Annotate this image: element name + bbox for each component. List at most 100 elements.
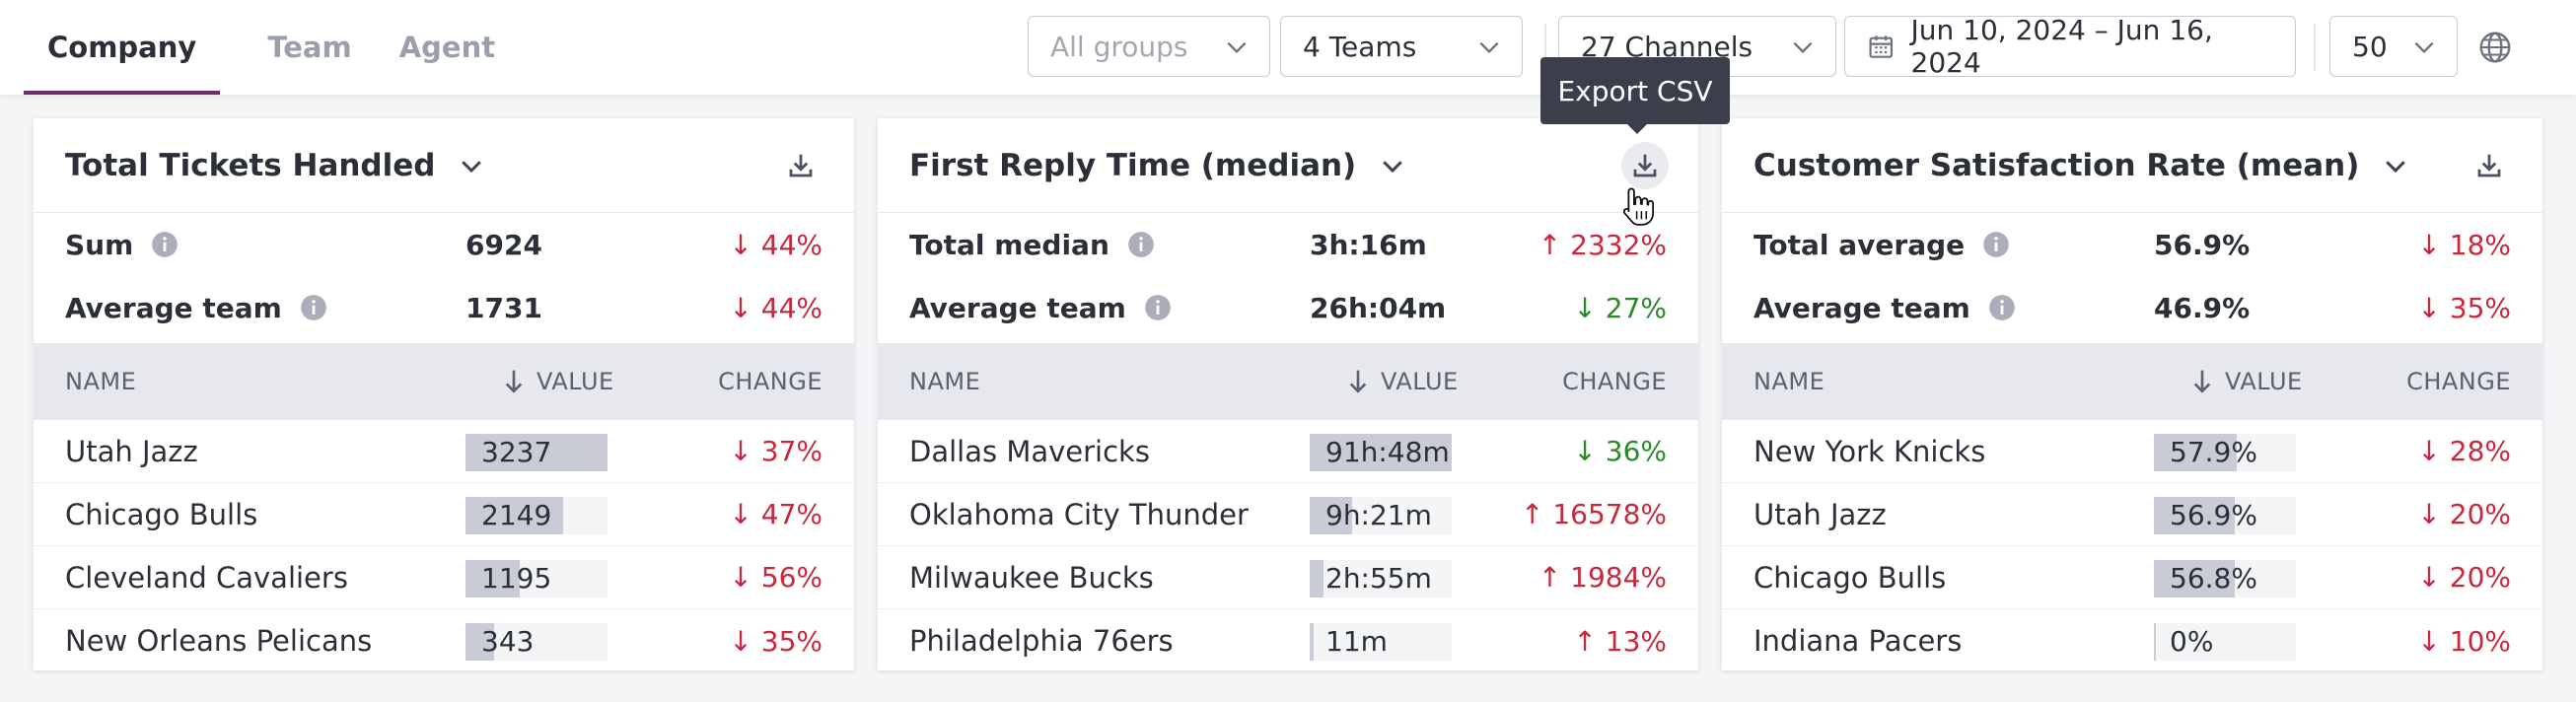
value-bar: 2h:55m <box>1310 560 1452 597</box>
row-change: ↓ 10% <box>2417 624 2511 658</box>
export-csv-button[interactable] <box>777 142 824 189</box>
column-header-change[interactable]: CHANGE <box>718 368 823 395</box>
download-icon <box>2477 154 2501 177</box>
value-bar-fill <box>465 497 564 534</box>
row-change: ↑ 13% <box>1573 624 1667 658</box>
column-header-change[interactable]: CHANGE <box>2406 368 2511 395</box>
value-text: 56.9% <box>2170 499 2257 531</box>
summary-label: Sum <box>65 229 179 261</box>
value-bar: 1195 <box>465 560 608 597</box>
tab-agent[interactable]: Agent <box>398 31 496 64</box>
value-bar-fill <box>465 623 494 661</box>
team-name: Utah Jazz <box>65 434 198 468</box>
groups-select[interactable]: All groups <box>1028 16 1270 77</box>
info-icon[interactable] <box>1144 294 1172 321</box>
chevron-down-icon[interactable] <box>457 151 486 180</box>
table-header: NAME VALUE CHANGE <box>1722 343 2542 420</box>
table-body: Utah Jazz 3237 ↓ 37% Chicago Bulls 2149 ↓ 47%… <box>34 420 854 670</box>
value-bar: 3237 <box>465 434 608 471</box>
column-header-value-label: VALUE <box>1381 368 1459 395</box>
table-row[interactable]: Indiana Pacers 0% ↓ 10% <box>1722 609 2542 670</box>
info-icon[interactable] <box>1988 294 2016 321</box>
info-icon[interactable] <box>1982 231 2010 258</box>
sort-arrow-down-icon <box>2193 370 2211 393</box>
value-text: 2h:55m <box>1325 562 1432 595</box>
card-title: First Reply Time (median) <box>909 147 1357 183</box>
team-name: New York Knicks <box>1753 434 1986 468</box>
card-title: Total Tickets Handled <box>65 147 436 183</box>
page-size-select[interactable]: 50 <box>2329 16 2458 77</box>
team-name: Chicago Bulls <box>1753 560 1947 595</box>
export-csv-button[interactable] <box>1621 142 1669 189</box>
value-bar: 11m <box>1310 623 1452 661</box>
table-row[interactable]: Milwaukee Bucks 2h:55m ↑ 1984% <box>878 546 1698 609</box>
export-csv-button[interactable] <box>2466 142 2513 189</box>
groups-select-value: All groups <box>1050 30 1188 63</box>
row-change: ↓ 20% <box>2417 561 2511 594</box>
column-header-value[interactable]: VALUE <box>503 368 614 395</box>
metric-card: First Reply Time (median) Total median 3h… <box>878 118 1698 670</box>
sort-arrow-down-icon <box>505 370 523 393</box>
team-name: Milwaukee Bucks <box>909 560 1154 595</box>
row-change: ↑ 16578% <box>1520 498 1667 530</box>
tab-team[interactable]: Team <box>267 31 352 64</box>
column-header-change[interactable]: CHANGE <box>1562 368 1667 395</box>
summary-label: Average team <box>65 292 327 324</box>
summary-label-text: Average team <box>65 291 282 324</box>
date-range-picker[interactable]: Jun 10, 2024 – Jun 16, 2024 <box>1844 14 2296 79</box>
view-tabs: Company Team Agent <box>24 0 542 95</box>
globe-icon[interactable] <box>2477 30 2513 65</box>
column-header-name[interactable]: NAME <box>909 368 981 395</box>
summary-change: ↑ 2332% <box>1538 228 1667 261</box>
summary-value: 3h:16m <box>1310 228 1427 261</box>
column-header-value[interactable]: VALUE <box>1347 368 1459 395</box>
summary-label-text: Total median <box>909 228 1109 261</box>
page-size-value: 50 <box>2352 30 2388 63</box>
chevron-down-icon[interactable] <box>2381 151 2410 180</box>
table-row[interactable]: Oklahoma City Thunder 9h:21m ↑ 16578% <box>878 483 1698 546</box>
card-summary: Total average 56.9% ↓ 18% Average team 46.9%… <box>1722 213 2542 339</box>
table-row[interactable]: Philadelphia 76ers 11m ↑ 13% <box>878 609 1698 670</box>
summary-row: Total average 56.9% ↓ 18% <box>1722 213 2542 276</box>
teams-select[interactable]: 4 Teams <box>1280 16 1523 77</box>
teams-select-value: 4 Teams <box>1303 30 1417 63</box>
column-header-value-label: VALUE <box>537 368 614 395</box>
table-row[interactable]: Chicago Bulls 56.8% ↓ 20% <box>1722 546 2542 609</box>
value-bar-fill <box>465 434 608 471</box>
summary-change: ↓ 27% <box>1573 291 1667 324</box>
value-text: 57.9% <box>2170 436 2257 468</box>
info-icon[interactable] <box>1127 231 1155 258</box>
info-icon[interactable] <box>300 294 327 321</box>
column-header-value[interactable]: VALUE <box>2191 368 2303 395</box>
value-bar-fill <box>1310 623 1314 661</box>
info-icon[interactable] <box>151 231 179 258</box>
table-row[interactable]: Dallas Mavericks 91h:48m ↓ 36% <box>878 420 1698 483</box>
table-header: NAME VALUE CHANGE <box>878 343 1698 420</box>
summary-value: 1731 <box>465 291 542 324</box>
tab-company[interactable]: Company <box>24 0 221 95</box>
table-row[interactable]: Utah Jazz 56.9% ↓ 20% <box>1722 483 2542 546</box>
table-row[interactable]: Chicago Bulls 2149 ↓ 47% <box>34 483 854 546</box>
value-bar: 9h:21m <box>1310 497 1452 534</box>
column-header-value-label: VALUE <box>2225 368 2303 395</box>
summary-row: Total median 3h:16m ↑ 2332% <box>878 213 1698 276</box>
chevron-down-icon <box>1479 41 1499 54</box>
chevron-down-icon <box>2414 41 2434 54</box>
column-header-name[interactable]: NAME <box>65 368 137 395</box>
table-row[interactable]: New Orleans Pelicans 343 ↓ 35% <box>34 609 854 670</box>
value-bar: 0% <box>2154 623 2296 661</box>
filter-divider <box>2314 24 2316 71</box>
summary-value: 26h:04m <box>1310 291 1447 324</box>
value-text: 2149 <box>481 499 552 531</box>
summary-label: Average team <box>909 292 1172 324</box>
chevron-down-icon[interactable] <box>1378 151 1407 180</box>
table-row[interactable]: Utah Jazz 3237 ↓ 37% <box>34 420 854 483</box>
value-bar-fill <box>2154 560 2236 597</box>
column-header-name[interactable]: NAME <box>1753 368 1825 395</box>
value-text: 91h:48m <box>1325 436 1450 468</box>
table-row[interactable]: Cleveland Cavaliers 1195 ↓ 56% <box>34 546 854 609</box>
download-icon <box>789 154 813 177</box>
row-change: ↓ 37% <box>729 435 823 467</box>
table-row[interactable]: New York Knicks 57.9% ↓ 28% <box>1722 420 2542 483</box>
value-text: 343 <box>481 625 535 658</box>
